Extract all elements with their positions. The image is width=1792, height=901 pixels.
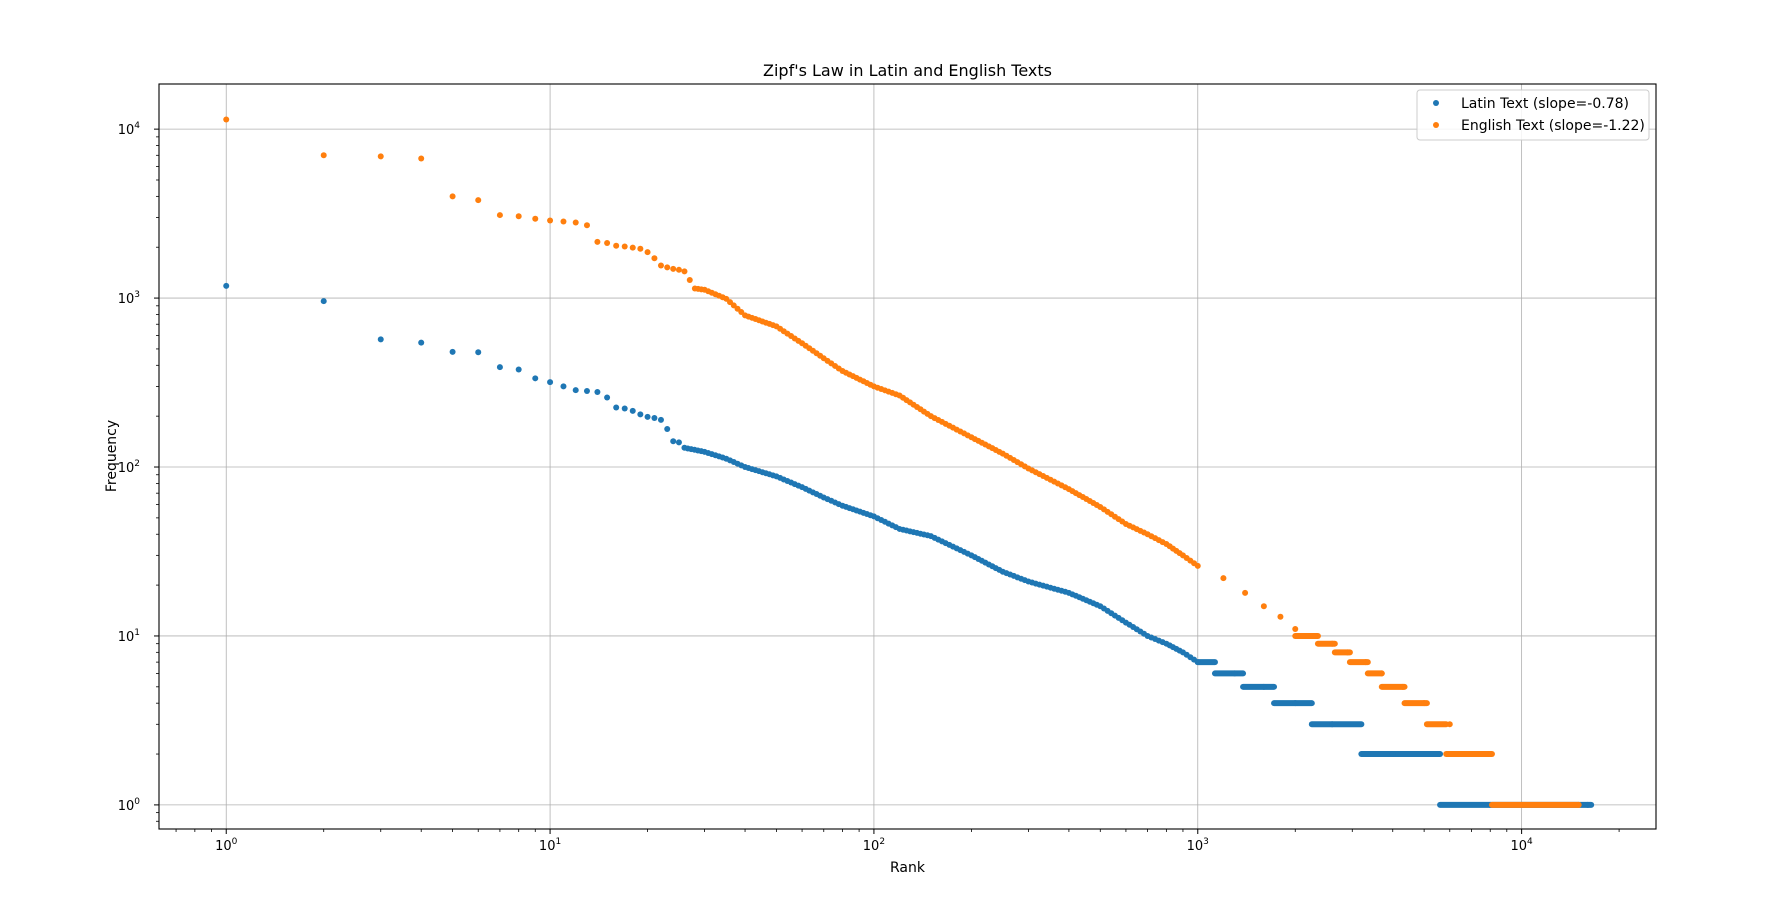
data-point [572,219,579,226]
data-point [1220,575,1227,582]
data-point [644,413,651,420]
data-point [670,438,677,445]
data-point [532,215,539,222]
legend-label-latin: Latin Text (slope=-0.78) [1461,96,1629,112]
data-point [560,218,567,225]
data-point [1389,751,1396,758]
data-point [572,387,579,394]
legend: Latin Text (slope=-0.78) English Text (s… [1416,89,1650,141]
data-point [1194,562,1201,569]
data-point [223,282,230,289]
data-point [475,349,482,356]
data-point [637,411,644,418]
data-point [1487,751,1494,758]
data-point [1575,801,1582,808]
data-point [1277,613,1284,620]
data-point [629,244,636,251]
data-point [449,193,456,200]
x-axis-label: Rank [890,860,926,876]
data-point [496,212,503,219]
data-point [651,255,658,262]
data-point [1194,659,1201,666]
data-point [547,379,554,386]
legend-marker-latin [1433,100,1439,106]
data-point [1399,683,1406,690]
data-point [1292,700,1299,707]
data-point [320,298,327,305]
data-point [418,339,425,346]
data-point [621,243,628,250]
data-point [1329,721,1336,728]
minor-ticks [156,136,1620,832]
data-point [1446,721,1453,728]
data-point [675,266,682,273]
data-point [1260,683,1267,690]
data-point [496,364,503,371]
data-point [515,366,522,373]
data-point [475,197,482,204]
data-point [1231,670,1238,677]
data-point [1260,603,1267,610]
data-point [604,239,611,246]
data-point [515,213,522,220]
data-point [547,217,554,224]
data-point [637,245,644,252]
data-point [1344,649,1351,656]
data-point [1584,801,1591,808]
data-point [1421,700,1428,707]
data-point [1292,625,1299,632]
data-point [560,383,567,390]
data-point [657,416,664,423]
plot-frame [158,83,1657,830]
data-point [320,152,327,159]
data-point [686,276,693,283]
data-point [1311,632,1318,639]
data-point [664,264,671,271]
data-point [613,404,620,411]
data-point [621,405,628,412]
data-point [675,439,682,446]
data-point [664,425,671,432]
data-point [629,407,636,414]
data-point [418,155,425,162]
grid-lines [159,84,1656,829]
series-latin [223,282,1595,808]
chart-title: Zipf's Law in Latin and English Texts [763,61,1052,80]
data-point [1362,659,1369,666]
data-point [223,116,230,123]
data-point [594,388,601,395]
data-point [583,222,590,229]
data-point [670,265,677,272]
data-point [657,262,664,269]
data-point [613,242,620,249]
data-point [681,268,688,275]
data-point [449,348,456,355]
data-point [1242,589,1249,596]
y-axis-label: Frequency [104,420,120,492]
data-series [223,116,1595,808]
series-english [223,116,1582,808]
legend-box [1416,89,1650,141]
legend-marker-english [1433,122,1439,128]
data-point [644,249,651,256]
data-point [1378,670,1385,677]
data-point [532,375,539,382]
data-point [377,153,384,160]
data-point [604,394,611,401]
data-point [651,415,658,422]
data-point [594,238,601,245]
data-point [377,336,384,343]
data-point [1329,640,1336,647]
data-point [583,387,590,394]
legend-label-english: English Text (slope=-1.22) [1461,118,1645,134]
